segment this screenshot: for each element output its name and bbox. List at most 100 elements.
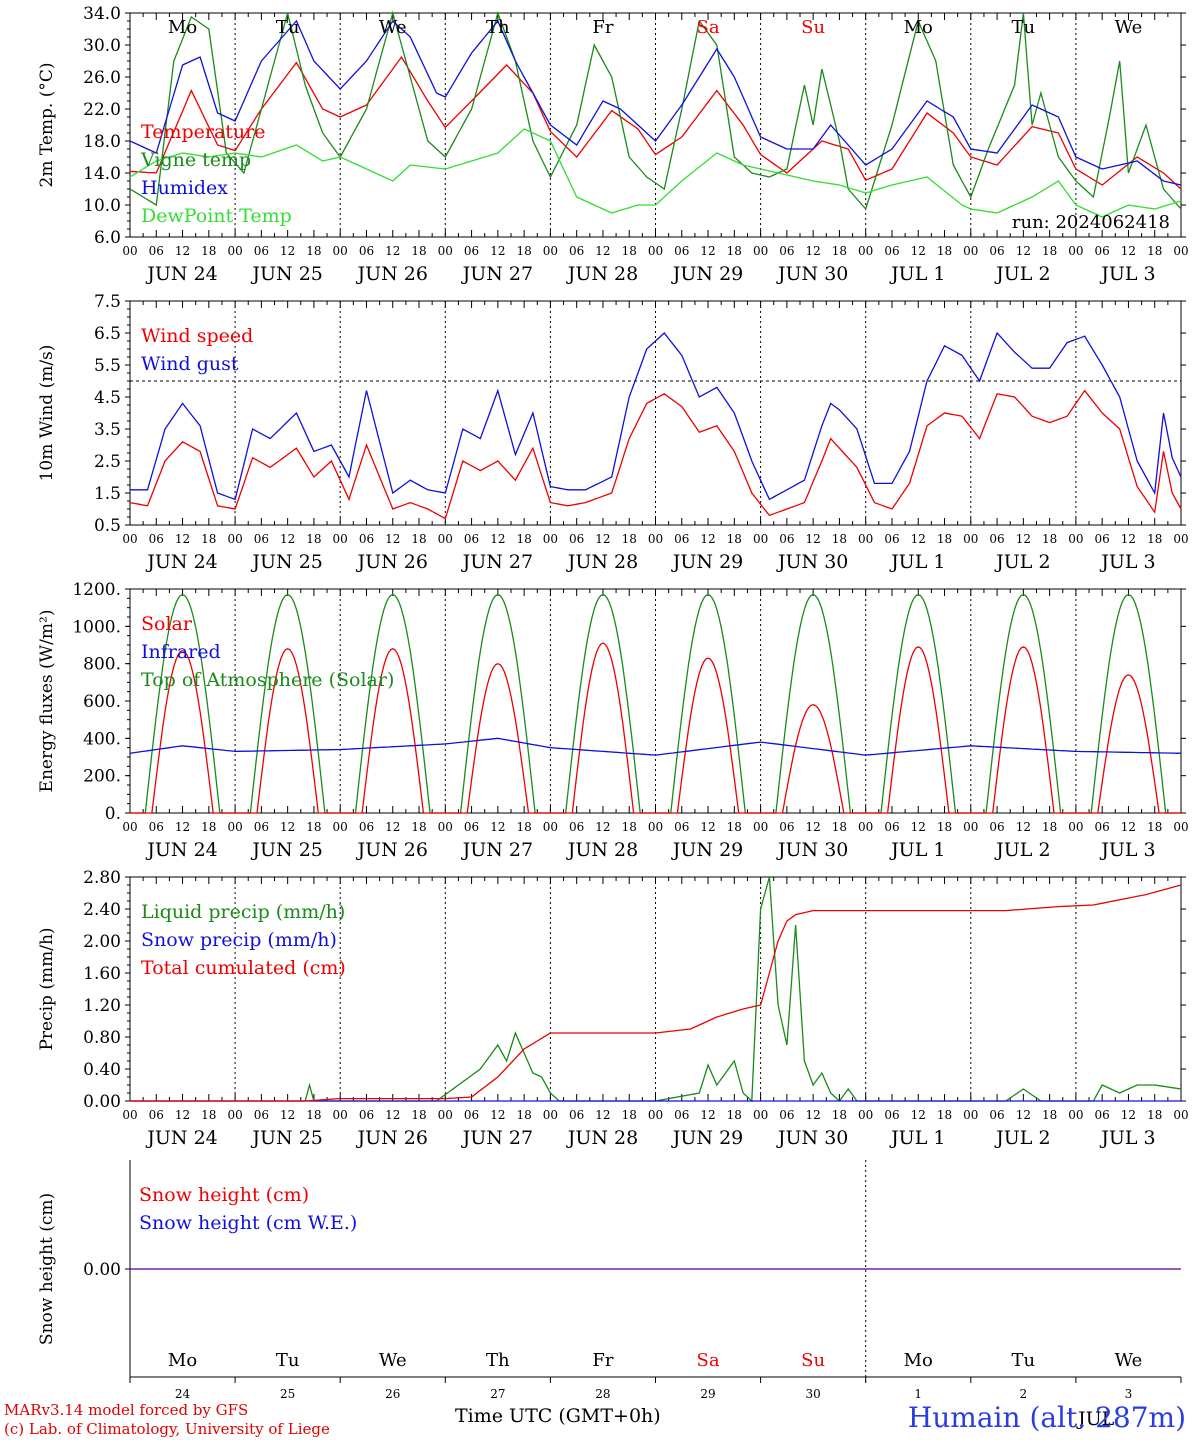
day-number-label: 3 bbox=[1125, 1387, 1133, 1401]
hour-tick-label: 00 bbox=[438, 820, 453, 834]
weekday-label: Mo bbox=[168, 17, 197, 38]
hour-tick-label: 18 bbox=[201, 244, 216, 258]
hour-tick-label: 12 bbox=[911, 1108, 926, 1122]
hour-tick-label: 18 bbox=[411, 532, 426, 546]
day-label: JUN 28 bbox=[566, 839, 638, 861]
hour-tick-label: 12 bbox=[175, 820, 190, 834]
hour-tick-label: 18 bbox=[1147, 1108, 1162, 1122]
hour-tick-label: 12 bbox=[1121, 244, 1136, 258]
day-label: JUN 29 bbox=[671, 839, 743, 861]
y-tick-label: 6.0 bbox=[94, 228, 121, 248]
hour-tick-label: 00 bbox=[122, 244, 137, 258]
hour-tick-label: 18 bbox=[1147, 532, 1162, 546]
hour-tick-label: 18 bbox=[1147, 820, 1162, 834]
hour-tick-label: 00 bbox=[1173, 1108, 1188, 1122]
legend-entry: Liquid precip (mm/h) bbox=[141, 901, 345, 923]
hour-tick-label: 06 bbox=[569, 1108, 584, 1122]
month-label: JUL bbox=[1076, 1408, 1115, 1430]
hour-tick-label: 12 bbox=[700, 244, 715, 258]
hour-tick-label: 18 bbox=[306, 244, 321, 258]
hour-tick-label: 12 bbox=[175, 244, 190, 258]
hour-tick-label: 12 bbox=[385, 820, 400, 834]
hour-tick-label: 06 bbox=[674, 244, 689, 258]
day-label: JUN 29 bbox=[671, 263, 743, 285]
y-tick-label: 7.5 bbox=[94, 292, 121, 312]
y-axis-label: 2m Temp. (°C) bbox=[37, 62, 57, 187]
hour-tick-label: 12 bbox=[806, 244, 821, 258]
hour-tick-label: 00 bbox=[1068, 244, 1083, 258]
hour-tick-label: 00 bbox=[543, 532, 558, 546]
hour-tick-label: 00 bbox=[543, 244, 558, 258]
day-label: JUL 3 bbox=[1099, 551, 1155, 573]
day-label: JUN 28 bbox=[566, 551, 638, 573]
day-label: JUN 26 bbox=[356, 263, 428, 285]
day-label: JUN 27 bbox=[461, 263, 533, 285]
hour-tick-label: 06 bbox=[1095, 1108, 1110, 1122]
day-label: JUL 2 bbox=[994, 551, 1050, 573]
hour-tick-label: 06 bbox=[569, 820, 584, 834]
y-tick-label: 800. bbox=[83, 655, 121, 675]
hour-tick-label: 06 bbox=[884, 820, 899, 834]
hour-tick-label: 06 bbox=[989, 244, 1004, 258]
weekday-label: Mo bbox=[904, 17, 933, 38]
hour-tick-label: 00 bbox=[1173, 244, 1188, 258]
hour-tick-label: 00 bbox=[122, 1108, 137, 1122]
hour-tick-label: 06 bbox=[464, 820, 479, 834]
day-number-label: 28 bbox=[595, 1387, 610, 1401]
infrared-line bbox=[129, 737, 1182, 756]
day-number-label: 29 bbox=[700, 1387, 715, 1401]
day-number-label: 27 bbox=[490, 1387, 505, 1401]
day-label: JUN 24 bbox=[145, 263, 217, 285]
weekday-label: Fr bbox=[592, 1350, 613, 1371]
series-line bbox=[129, 55, 1182, 190]
day-label: JUN 29 bbox=[671, 1127, 743, 1149]
day-label: JUL 2 bbox=[994, 1127, 1050, 1149]
day-label: JUN 27 bbox=[461, 839, 533, 861]
y-tick-label: 10.0 bbox=[83, 196, 121, 216]
hour-tick-label: 18 bbox=[411, 1108, 426, 1122]
legend-entry: Solar bbox=[141, 613, 193, 635]
day-label: JUN 28 bbox=[566, 1127, 638, 1149]
legend-entry: Snow height (cm) bbox=[139, 1184, 309, 1206]
hour-tick-label: 00 bbox=[858, 820, 873, 834]
hour-tick-label: 06 bbox=[464, 532, 479, 546]
hour-tick-label: 12 bbox=[490, 244, 505, 258]
hour-tick-label: 06 bbox=[1095, 244, 1110, 258]
day-label: JUN 28 bbox=[566, 263, 638, 285]
y-tick-label: 0.80 bbox=[83, 1028, 121, 1048]
hour-tick-label: 00 bbox=[333, 820, 348, 834]
hour-tick-label: 12 bbox=[1016, 244, 1031, 258]
hour-tick-label: 12 bbox=[385, 1108, 400, 1122]
hour-tick-label: 12 bbox=[280, 244, 295, 258]
hour-tick-label: 00 bbox=[648, 1108, 663, 1122]
hour-tick-label: 12 bbox=[1121, 532, 1136, 546]
y-tick-label: 1.60 bbox=[83, 964, 121, 984]
hour-tick-label: 00 bbox=[1068, 1108, 1083, 1122]
day-label: JUN 26 bbox=[356, 839, 428, 861]
day-label: JUL 1 bbox=[889, 839, 945, 861]
series-line bbox=[129, 19, 1182, 186]
hour-tick-label: 18 bbox=[937, 1108, 952, 1122]
hour-tick-label: 00 bbox=[227, 1108, 242, 1122]
hour-tick-label: 06 bbox=[674, 1108, 689, 1122]
hour-tick-label: 06 bbox=[674, 532, 689, 546]
hour-tick-label: 12 bbox=[806, 532, 821, 546]
day-label: JUN 25 bbox=[250, 1127, 322, 1149]
hour-tick-label: 12 bbox=[595, 820, 610, 834]
y-tick-label: 0.00 bbox=[83, 1260, 121, 1280]
y-tick-label: 200. bbox=[83, 767, 121, 787]
y-tick-label: 5.5 bbox=[94, 356, 121, 376]
x-axis-title: Time UTC (GMT+0h) bbox=[455, 1405, 661, 1427]
hour-tick-label: 12 bbox=[1016, 532, 1031, 546]
weekday-label: Su bbox=[801, 17, 825, 38]
y-tick-label: 1000. bbox=[72, 617, 121, 637]
footer-credits: MARv3.14 model forced by GFS (c) Lab. of… bbox=[4, 1401, 330, 1439]
hour-tick-label: 18 bbox=[622, 244, 637, 258]
hour-tick-label: 00 bbox=[1173, 532, 1188, 546]
hour-tick-label: 18 bbox=[622, 820, 637, 834]
hour-tick-label: 12 bbox=[700, 1108, 715, 1122]
hour-tick-label: 06 bbox=[254, 244, 269, 258]
weekday-label: Tu bbox=[1012, 1350, 1036, 1371]
hour-tick-label: 18 bbox=[1042, 244, 1057, 258]
hour-tick-label: 12 bbox=[806, 820, 821, 834]
